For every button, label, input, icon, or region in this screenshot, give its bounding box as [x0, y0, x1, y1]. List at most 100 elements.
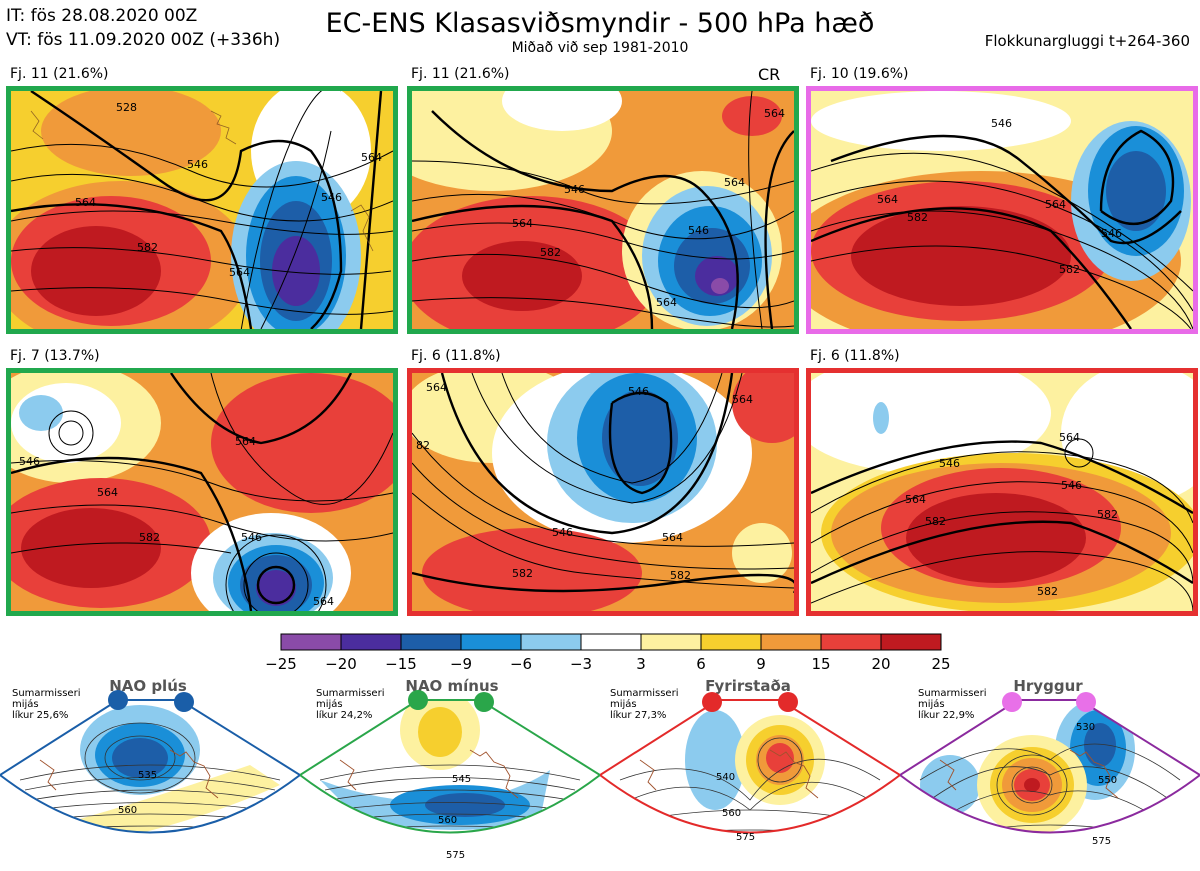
contour-label: 546	[19, 455, 40, 468]
regime-map-ridge: 530 550 575	[900, 692, 1200, 847]
contour-label: 546	[241, 531, 262, 544]
colorbar-segment	[820, 633, 882, 651]
contour-label: 528	[116, 101, 137, 114]
classification-window: Flokkunargluggi t+264-360	[984, 32, 1190, 50]
contour-label: 546	[628, 385, 649, 398]
contour-label: 575	[1092, 836, 1111, 847]
contour-label: 564	[764, 107, 785, 120]
contour-label: 546	[564, 183, 585, 196]
contour-label: 560	[118, 805, 137, 816]
regime-map-nao-minus: 545 560 575	[300, 690, 600, 861]
colorbar-tick-label: −6	[509, 655, 533, 673]
contour-label: 564	[656, 296, 677, 309]
contour-label: 564	[229, 266, 250, 279]
anomaly-map: 528 546 564 582 546 564 564	[11, 91, 393, 329]
contour-label: 550	[1098, 775, 1117, 786]
colorbar-tick-label: −3	[569, 655, 593, 673]
colorbar-tick-label: −15	[385, 655, 417, 673]
contour-label: 560	[438, 815, 457, 826]
cluster-map-panel: 546 564 546 582 564 582 582	[806, 368, 1198, 616]
page-subtitle: Miðað við sep 1981-2010	[511, 40, 689, 56]
colorbar-tick-label: 15	[811, 655, 831, 673]
contour-label: 564	[662, 531, 683, 544]
colorbar-tick-label: 3	[636, 655, 646, 673]
regime-note: Sumarmisseri mijás líkur 25,6%	[12, 688, 81, 721]
contour-label: 564	[97, 486, 118, 499]
contour-label: 582	[137, 241, 158, 254]
anomaly-map: 564 82 546 564 546 564 582 582	[412, 373, 794, 611]
contour-label: 564	[1059, 431, 1080, 444]
regime-title: Hryggur	[1013, 677, 1083, 695]
initial-time: IT: fös 28.08.2020 00Z	[6, 6, 198, 26]
colorbar-tick-label: 9	[756, 655, 766, 673]
contour-label: 545	[452, 774, 471, 785]
contour-label: 546	[1061, 479, 1082, 492]
colorbar-tick-label: −9	[449, 655, 473, 673]
colorbar-segment	[340, 633, 402, 651]
colorbar	[280, 633, 942, 651]
anomaly-map: 546 564 546 582 564 582 582	[811, 373, 1193, 611]
contour-label: 582	[512, 567, 533, 580]
cluster-map-panel: 528 546 564 582 546 564 564	[6, 86, 398, 334]
cluster-map-panel: 546 564 582 546 564 564 564	[407, 86, 799, 334]
contour-label: 564	[905, 493, 926, 506]
anomaly-map: 546 564 582 546 564 582	[811, 91, 1193, 329]
contour-label: 582	[670, 569, 691, 582]
panel-label: Fj. 6 (11.8%)	[810, 348, 900, 364]
panel-label: Fj. 7 (13.7%)	[10, 348, 100, 364]
contour-label: 540	[716, 772, 735, 783]
contour-label: 560	[722, 808, 741, 819]
colorbar-tick-label: 20	[871, 655, 891, 673]
contour-label: 575	[736, 832, 755, 843]
colorbar-segment	[760, 633, 822, 651]
contour-label: 582	[907, 211, 928, 224]
contour-label: 564	[724, 176, 745, 189]
regime-map-blocking: 540 560 575	[600, 692, 900, 843]
contour-label: 546	[688, 224, 709, 237]
panel-label: Fj. 6 (11.8%)	[411, 348, 501, 364]
contour-label: 82	[416, 439, 430, 452]
contour-label: 546	[939, 457, 960, 470]
colorbar-segment	[700, 633, 762, 651]
colorbar-tick-label: 25	[931, 655, 951, 673]
contour-label: 546	[187, 158, 208, 171]
colorbar-tick-label: −25	[265, 655, 297, 673]
colorbar-tick-label: 6	[696, 655, 706, 673]
panel-label: Fj. 11 (21.6%)	[10, 66, 109, 82]
colorbar-segment	[880, 633, 942, 651]
contour-label: 546	[1101, 227, 1122, 240]
contour-label: 564	[877, 193, 898, 206]
regime-note: Sumarmisseri mijás líkur 27,3%	[610, 688, 679, 721]
panel-label: Fj. 10 (19.6%)	[810, 66, 909, 82]
colorbar-segment	[280, 633, 342, 651]
regime-note: Sumarmisseri mijás líkur 24,2%	[316, 688, 385, 721]
contour-label: 564	[512, 217, 533, 230]
colorbar-segment	[580, 633, 642, 651]
contour-label: 535	[138, 770, 157, 781]
cluster-map-panel: 546 564 582 546 564 582	[806, 86, 1198, 334]
contour-label: 564	[313, 595, 334, 608]
regime-title: NAO plús	[109, 677, 187, 695]
contour-label: 546	[321, 191, 342, 204]
contour-label: 564	[235, 435, 256, 448]
contour-label: 582	[1097, 508, 1118, 521]
contour-label: 575	[446, 850, 465, 861]
regime-note: Sumarmisseri mijás líkur 22,9%	[918, 688, 987, 721]
contour-label: 582	[540, 246, 561, 259]
colorbar-segment	[640, 633, 702, 651]
contour-label: 582	[139, 531, 160, 544]
contour-label: 546	[991, 117, 1012, 130]
contour-label: 564	[426, 381, 447, 394]
regime-map-nao-plus: 535 560	[0, 690, 300, 834]
contour-label: 564	[361, 151, 382, 164]
colorbar-segment	[460, 633, 522, 651]
panel-label: Fj. 11 (21.6%)	[411, 66, 510, 82]
contour-label: 582	[1059, 263, 1080, 276]
cluster-map-panel: 564 82 546 564 546 564 582 582	[407, 368, 799, 616]
contour-label: 564	[1045, 198, 1066, 211]
contour-label: 582	[1037, 585, 1058, 598]
colorbar-segment	[520, 633, 582, 651]
regime-title: Fyrirstaða	[705, 677, 791, 695]
contour-label: 530	[1076, 722, 1095, 733]
anomaly-map: 546 564 582 564 546 564	[11, 373, 393, 611]
